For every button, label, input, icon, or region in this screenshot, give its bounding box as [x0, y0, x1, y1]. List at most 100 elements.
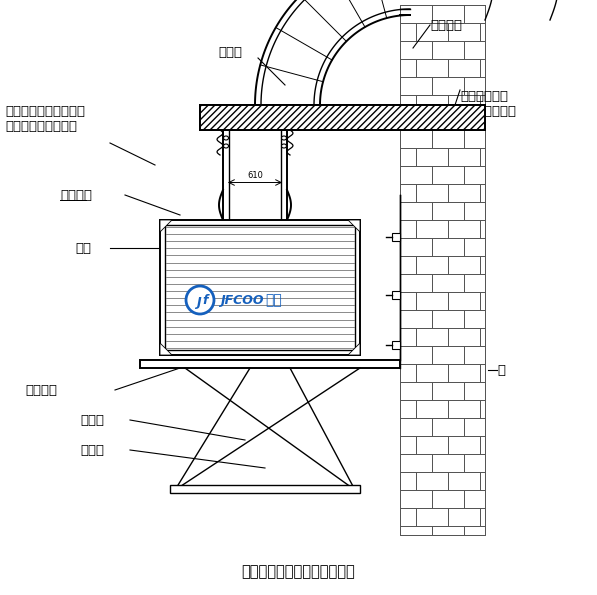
Bar: [400, 400, 416, 418]
Bar: [392, 233, 400, 241]
Bar: [432, 454, 464, 472]
Text: 室内可接风管
及各种可调风咀: 室内可接风管 及各种可调风咀: [460, 90, 516, 118]
Text: J: J: [196, 296, 201, 308]
Bar: [448, 400, 480, 418]
Bar: [400, 508, 416, 526]
Bar: [416, 95, 448, 105]
Bar: [464, 454, 485, 472]
Bar: [400, 130, 432, 148]
Bar: [432, 490, 464, 508]
Bar: [432, 41, 464, 59]
Bar: [448, 472, 480, 490]
Bar: [480, 148, 485, 166]
Bar: [464, 346, 485, 364]
Text: 排水口: 排水口: [80, 414, 104, 427]
Bar: [416, 184, 448, 202]
Bar: [416, 400, 448, 418]
Bar: [432, 166, 464, 184]
Text: 安装支架: 安装支架: [25, 384, 57, 396]
Bar: [432, 77, 464, 95]
Text: 消音弯头: 消音弯头: [60, 189, 92, 202]
Bar: [160, 220, 360, 355]
Bar: [464, 526, 485, 535]
Bar: [400, 5, 432, 23]
Bar: [464, 310, 485, 328]
Bar: [165, 225, 355, 350]
Bar: [480, 400, 485, 418]
Bar: [416, 256, 448, 274]
Text: 防漏措施: 防漏措施: [430, 18, 462, 32]
Bar: [432, 274, 464, 292]
Bar: [400, 346, 432, 364]
Bar: [416, 292, 448, 310]
Bar: [400, 95, 416, 105]
Bar: [400, 328, 416, 346]
Bar: [400, 454, 432, 472]
Bar: [448, 95, 480, 105]
Bar: [400, 310, 432, 328]
Bar: [464, 202, 485, 220]
Bar: [400, 490, 432, 508]
Polygon shape: [160, 343, 172, 355]
Bar: [432, 130, 464, 148]
Bar: [392, 291, 400, 299]
Bar: [464, 5, 485, 23]
Bar: [480, 95, 485, 105]
Polygon shape: [348, 343, 360, 355]
Bar: [200, 105, 485, 130]
Bar: [400, 418, 432, 436]
Bar: [400, 526, 432, 535]
Bar: [416, 472, 448, 490]
Circle shape: [186, 286, 214, 314]
Polygon shape: [160, 220, 172, 232]
Ellipse shape: [282, 136, 287, 140]
Bar: [464, 490, 485, 508]
Bar: [480, 220, 485, 238]
Bar: [200, 105, 485, 130]
Bar: [416, 148, 448, 166]
Bar: [464, 77, 485, 95]
Bar: [416, 328, 448, 346]
Bar: [480, 328, 485, 346]
Text: 加强筋: 加强筋: [218, 45, 242, 58]
Bar: [448, 256, 480, 274]
Ellipse shape: [223, 136, 229, 140]
Bar: [400, 166, 432, 184]
Bar: [400, 59, 416, 77]
Text: f: f: [202, 293, 208, 306]
Bar: [464, 418, 485, 436]
Polygon shape: [348, 220, 360, 232]
Bar: [464, 166, 485, 184]
Bar: [432, 202, 464, 220]
Bar: [432, 310, 464, 328]
Bar: [464, 41, 485, 59]
Bar: [400, 5, 485, 105]
Text: 主机: 主机: [75, 242, 91, 255]
Bar: [400, 130, 485, 535]
Bar: [400, 274, 432, 292]
Text: 610: 610: [247, 171, 263, 180]
Bar: [448, 220, 480, 238]
Bar: [432, 526, 464, 535]
Bar: [448, 436, 480, 454]
Bar: [416, 508, 448, 526]
Bar: [400, 41, 432, 59]
Bar: [400, 364, 416, 382]
Bar: [480, 472, 485, 490]
Bar: [400, 256, 416, 274]
Bar: [400, 202, 432, 220]
Bar: [480, 184, 485, 202]
Text: JFCOO: JFCOO: [220, 293, 263, 306]
Bar: [400, 436, 416, 454]
Bar: [416, 23, 448, 41]
Text: 送风弯管（曲率半径要
大于风管直径二倍）: 送风弯管（曲率半径要 大于风管直径二倍）: [5, 105, 85, 133]
Bar: [464, 274, 485, 292]
Bar: [464, 130, 485, 148]
Text: 上出风机型安装示意图（一）: 上出风机型安装示意图（一）: [242, 565, 355, 580]
Bar: [432, 238, 464, 256]
Bar: [480, 256, 485, 274]
Bar: [448, 148, 480, 166]
Bar: [464, 238, 485, 256]
Bar: [400, 382, 432, 400]
Bar: [448, 508, 480, 526]
